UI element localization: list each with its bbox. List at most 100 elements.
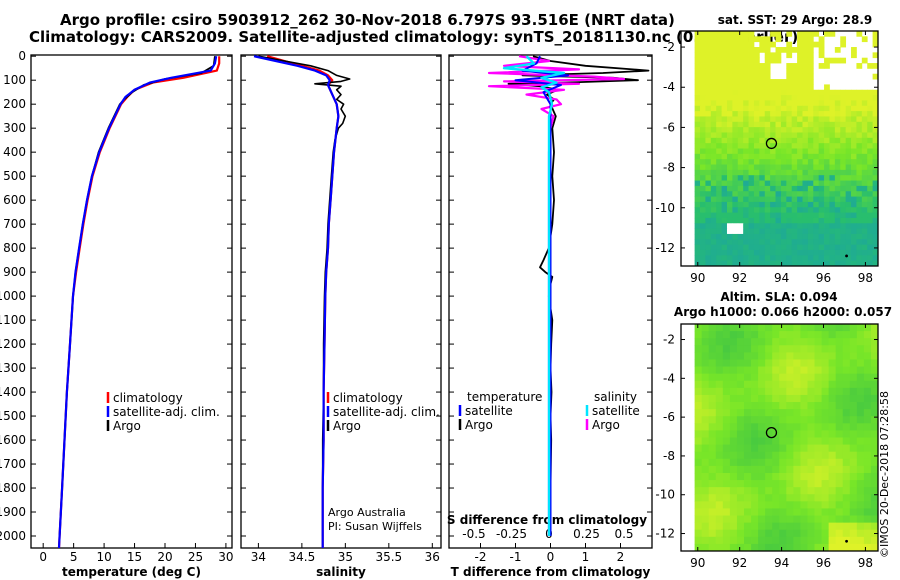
- temp-legend-argo-label: Argo: [113, 419, 141, 433]
- sst_map-ytick-label: -4: [663, 80, 675, 94]
- sla_map-ytick-label: -6: [663, 410, 675, 424]
- copyright-stamp: ©IMOS 20-Dec-2018 07:28:58: [878, 391, 891, 558]
- sdiff-legend-title: salinity: [594, 390, 637, 404]
- sst_map-ytick-label: -6: [663, 120, 675, 134]
- sla-map-title1: Altim. SLA: 0.094: [720, 290, 837, 304]
- sla_map-ytick-label: -4: [663, 371, 675, 385]
- sla-map-title2: Argo h1000: 0.066 h2000: 0.057: [674, 305, 892, 319]
- tdiff-argo-line: [507, 55, 650, 536]
- sla_map-xtick-label: 96: [816, 556, 831, 570]
- sdiff-tick-label: -0.25: [496, 527, 527, 541]
- difference-xtick-label: -2: [475, 550, 487, 564]
- sal-satellite-line: [253, 55, 340, 548]
- sst_map-xtick-label: 94: [774, 271, 789, 285]
- difference-xtick-label: 1: [582, 550, 590, 564]
- sst_map-xtick-label: 96: [816, 271, 831, 285]
- depth-tick-label: 800: [3, 241, 26, 255]
- depth-tick-label: 1100: [0, 313, 26, 327]
- salinity-frame: [240, 54, 442, 549]
- sal-legend-argo-label: Argo: [333, 419, 361, 433]
- sla_map-xtick-label: 94: [774, 556, 789, 570]
- temperature-xtick-label: 30: [218, 550, 233, 564]
- sst-map-title: sat. SST: 29 Argo: 28.9: [718, 13, 872, 27]
- sst_map-argo-marker: [765, 137, 778, 150]
- temperature-xtick-label: 0: [39, 550, 47, 564]
- sst_map-xtick-label: 98: [858, 271, 873, 285]
- sdiff-tick-label: -0.5: [462, 527, 485, 541]
- salinity-xtick-label: 35: [338, 550, 353, 564]
- salinity-xtick-label: 34.5: [289, 550, 316, 564]
- temperature-xtick-label: 15: [127, 550, 142, 564]
- depth-tick-label: 900: [3, 265, 26, 279]
- temperature-xtick-label: 10: [96, 550, 111, 564]
- sdiff-legend-argo-label: Argo: [592, 418, 620, 432]
- temperature-xtick-label: 20: [157, 550, 172, 564]
- depth-tick-label: 1800: [0, 481, 26, 495]
- temp-argo-line: [58, 56, 216, 537]
- sst_map-xtick-label: 90: [690, 271, 705, 285]
- sst_map-ytick-label: -8: [663, 161, 675, 175]
- temperature-xtick-label: 25: [188, 550, 203, 564]
- sal-legend-satellite-label: satellite-adj. clim.: [333, 405, 440, 419]
- pi-label: PI: Susan Wijffels: [328, 520, 422, 533]
- depth-tick-label: 1400: [0, 385, 26, 399]
- sst_map-land-dot: [845, 254, 848, 258]
- sst_map-ytick-label: -12: [655, 241, 675, 255]
- depth-tick-label: 500: [3, 169, 26, 183]
- salinity-xtick-label: 35.5: [375, 550, 402, 564]
- figure-title-line1: Argo profile: csiro 5903912_262 30-Nov-2…: [60, 11, 675, 29]
- depth-tick-label: 0: [18, 49, 26, 63]
- sla_map-ytick-label: -12: [655, 527, 675, 541]
- figure-title-line2: Climatology: CARS2009. Satellite-adjuste…: [29, 28, 799, 46]
- difference-xtick-label: -1: [510, 550, 522, 564]
- depth-tick-label: 2000: [0, 529, 26, 543]
- sdiff-argo-line: [487, 55, 626, 536]
- sst_map-cells: [694, 31, 879, 267]
- sla_map-xtick-label: 92: [732, 556, 747, 570]
- sla_map-cells: [694, 324, 879, 552]
- difference-xtick-label: 2: [617, 550, 625, 564]
- temperature-frame: [30, 54, 233, 549]
- sst_map-ytick-label: -10: [655, 201, 675, 215]
- salinity-xlabel: salinity: [316, 565, 366, 579]
- sla_map-argo-marker: [765, 426, 778, 439]
- sla_map-land-dot: [845, 539, 848, 543]
- tdiff-legend-satellite-label: satellite: [465, 404, 513, 418]
- depth-tick-label: 400: [3, 145, 26, 159]
- sal-legend-climatology-label: climatology: [333, 391, 403, 405]
- depth-tick-label: 1900: [0, 505, 26, 519]
- argo-australia-label: Argo Australia: [328, 506, 406, 519]
- salinity-xtick-label: 34: [251, 550, 266, 564]
- sla_map-ytick-label: -10: [655, 488, 675, 502]
- sst_map-ytick-label: -2: [663, 40, 675, 54]
- temperature-xlabel: temperature (deg C): [62, 565, 201, 579]
- depth-tick-label: 1700: [0, 457, 26, 471]
- temp-legend-satellite-label: satellite-adj. clim.: [113, 405, 220, 419]
- depth-tick-label: 100: [3, 73, 26, 87]
- sla_map-frame: [680, 323, 879, 552]
- depth-tick-label: 1500: [0, 409, 26, 423]
- salinity-xtick-label: 36: [425, 550, 440, 564]
- tdiff-legend-argo-label: Argo: [465, 418, 493, 432]
- depth-tick-label: 1300: [0, 361, 26, 375]
- sla_map-xtick-label: 98: [858, 556, 873, 570]
- tdiff-satellite-line: [514, 55, 569, 536]
- temp-legend-climatology-label: climatology: [113, 391, 183, 405]
- depth-tick-label: 1200: [0, 337, 26, 351]
- temp-satellite-line: [57, 56, 218, 549]
- tdiff-legend-title: temperature: [467, 390, 542, 404]
- sst_map-frame: [680, 30, 879, 267]
- depth-tick-label: 200: [3, 97, 26, 111]
- sdiff-axis-label: S difference from climatology: [447, 513, 647, 527]
- sal-climatology-line: [266, 55, 340, 548]
- sdiff-tick-label: 0.25: [573, 527, 600, 541]
- depth-tick-label: 700: [3, 217, 26, 231]
- temp-climatology-line: [57, 56, 221, 549]
- temperature-xtick-label: 5: [70, 550, 78, 564]
- sla_map-xtick-label: 90: [690, 556, 705, 570]
- depth-tick-label: 300: [3, 121, 26, 135]
- sla_map-ytick-label: -8: [663, 449, 675, 463]
- sdiff-tick-label: 0.5: [614, 527, 633, 541]
- depth-tick-label: 600: [3, 193, 26, 207]
